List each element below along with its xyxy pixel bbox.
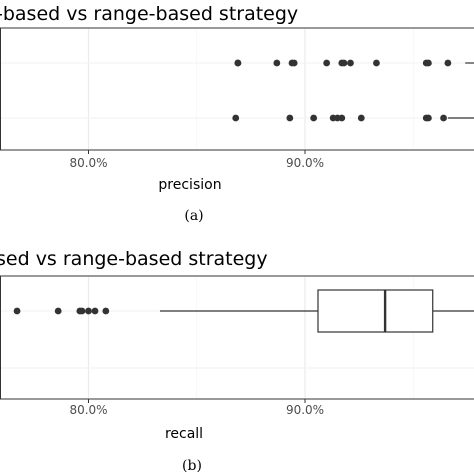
outlier-point-a-1-2 <box>310 114 318 122</box>
x-tick-label-a-1: 90.0% <box>286 156 324 170</box>
x-axis-ticks-a: 80.0% 90.0% <box>0 62 324 170</box>
outlier-point-a-0-9 <box>373 59 380 67</box>
outlier-point-a-1-0 <box>232 114 240 122</box>
outlier-point-b-0-6 <box>102 307 110 315</box>
x-tick-label-b-1: 90.0% <box>286 403 324 417</box>
x-axis-ticks-b: 80.0% 90.0% <box>0 310 324 417</box>
outlier-point-a-1-8 <box>425 114 432 122</box>
outlier-point-b-0-5 <box>91 307 99 315</box>
outlier-point-b-0-4 <box>85 307 92 315</box>
outlier-point-a-1-1 <box>286 114 294 122</box>
x-axis-label-b: recall <box>165 426 203 442</box>
marks-b <box>13 289 474 333</box>
outlier-point-a-0-2 <box>273 59 281 67</box>
outlier-point-a-0-8 <box>347 59 354 67</box>
outlier-point-a-0-4 <box>290 59 298 67</box>
box-b-0 <box>317 289 434 333</box>
chart-title-a: -based vs range-based strategy <box>0 3 298 25</box>
outlier-point-a-0-5 <box>323 59 331 67</box>
outlier-point-b-0-0 <box>13 307 21 315</box>
x-tick-label-a-0: 80.0% <box>69 156 107 170</box>
outlier-point-a-0-11 <box>425 59 432 67</box>
x-axis-label-a: precision <box>158 177 221 193</box>
x-tick-label-b-0: 80.0% <box>69 403 107 417</box>
outlier-point-a-0-1 <box>234 59 242 67</box>
caption-a: (a) <box>184 208 203 224</box>
outlier-point-a-0-12 <box>444 59 452 67</box>
caption-b: (b) <box>182 458 202 474</box>
outlier-point-b-0-1 <box>54 307 62 315</box>
outlier-point-b-0-3 <box>78 307 86 315</box>
marks-a <box>232 59 474 122</box>
outlier-point-a-1-9 <box>440 114 447 122</box>
outlier-point-a-1-6 <box>357 114 365 122</box>
chart-title-b: sed vs range-based strategy <box>0 248 268 270</box>
plot-panel-a <box>0 27 474 151</box>
outlier-point-a-0-7 <box>340 59 348 67</box>
outlier-point-a-1-5 <box>338 114 346 122</box>
